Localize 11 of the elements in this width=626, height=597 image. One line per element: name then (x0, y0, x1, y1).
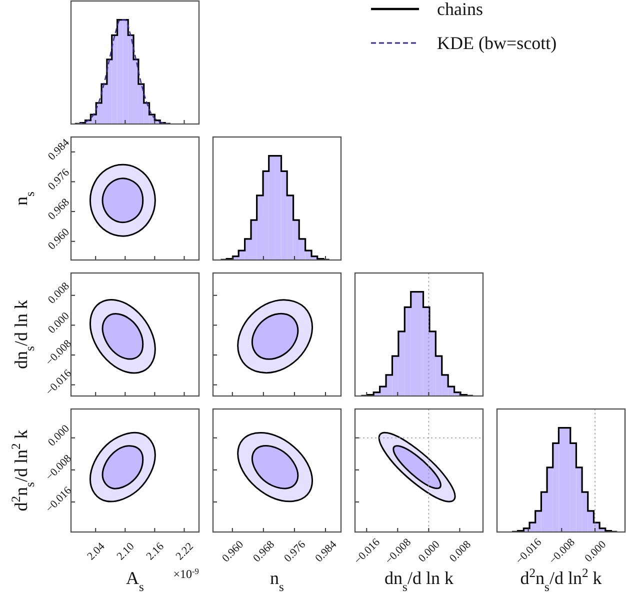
text: ×10$^{-9}$ (173, 566, 199, 581)
x-tick-label: 2.10 (114, 540, 138, 563)
x-tick-label: 2.16 (144, 540, 167, 563)
x-axis-title: A$_{s}$ (126, 568, 144, 594)
legend-label: KDE (bw=scott) (437, 33, 557, 53)
x-axis-title: d$^{2}$n$_{s}$/d ln$^{2}$ k (520, 566, 602, 594)
x-axis-title: dn$_{s}$/d ln k (384, 568, 454, 594)
x-axis-title: n$_{s}$ (270, 568, 284, 594)
x-tick-label: 2.04 (85, 540, 108, 563)
legend-label: chains (437, 0, 483, 19)
x-tick-label: 2.22 (174, 540, 196, 563)
